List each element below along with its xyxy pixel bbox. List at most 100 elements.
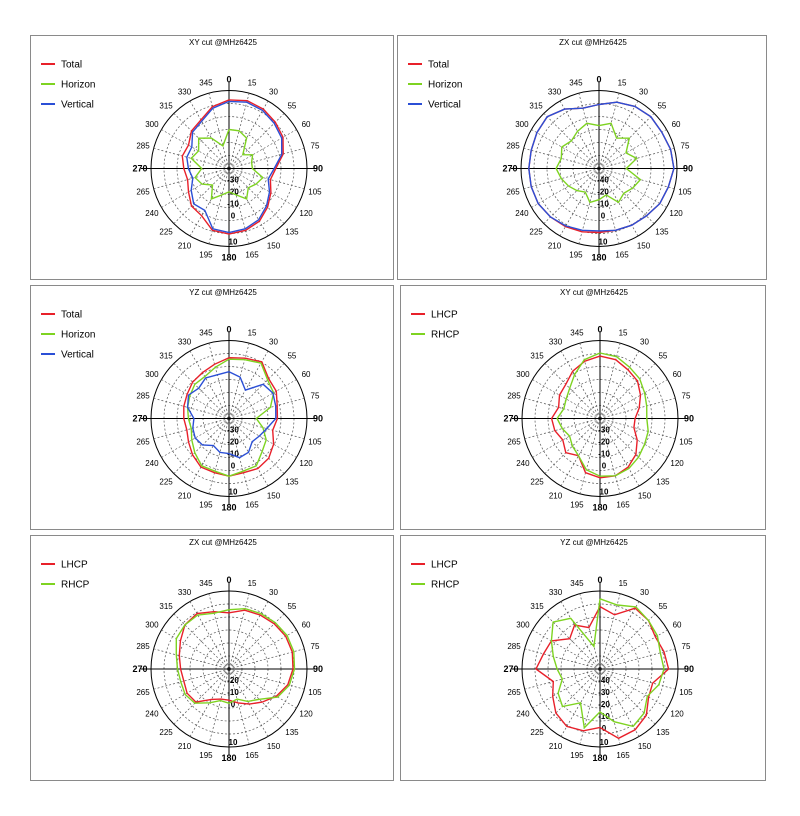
angle-tick-label: 285 (136, 642, 150, 651)
radial-tick-label: -20 (597, 188, 609, 197)
legend-label: Horizon (61, 330, 95, 341)
angle-tick-label: 105 (679, 688, 693, 697)
angle-tick-label: 330 (178, 588, 192, 597)
radial-tick-label: 10 (229, 738, 238, 747)
radial-tick-label: -10 (227, 200, 239, 209)
angle-tick-label: 150 (267, 492, 281, 501)
chart-panel-zx-cut-linear: ZX cut @MHz6425 0 15 30 55 60 75 90 105 120 135 150… (397, 35, 767, 280)
angle-tick-label: 135 (656, 477, 670, 486)
grid-spoke (189, 418, 230, 487)
angle-tick-label: 345 (199, 329, 213, 338)
angle-tick-label: 180 (592, 503, 607, 513)
angle-tick-label: 330 (178, 87, 192, 96)
angle-tick-label: 240 (145, 209, 159, 218)
chart-panel-yz-cut-linear: YZ cut @MHz6425 0 15 30 55 60 75 90 105 120 135 150… (30, 285, 394, 530)
grid-spoke (228, 418, 297, 458)
angle-tick-label: 195 (570, 751, 584, 760)
angle-tick-label: 75 (311, 391, 320, 400)
angle-tick-label: 0 (226, 575, 231, 585)
angle-tick-label: 135 (655, 227, 669, 236)
grid-spoke (189, 601, 230, 670)
grid-spoke (228, 168, 305, 190)
angle-tick-label: 150 (638, 492, 652, 501)
grid-spoke (544, 668, 601, 725)
angle-tick-label: 165 (615, 250, 629, 259)
chart-title: XY cut @MHz6425 (189, 38, 258, 47)
legend-label: Total (61, 310, 82, 321)
chart-panel-zx-cut-circular: ZX cut @MHz6425 0 15 30 55 60 75 90 105 120 135 150… (30, 535, 394, 781)
angle-tick-label: 180 (221, 503, 236, 513)
grid-spoke (599, 379, 668, 419)
angle-tick-label: 165 (245, 250, 259, 259)
angle-tick-label: 285 (136, 141, 150, 150)
legend-label: LHCP (431, 310, 458, 321)
grid-spoke (599, 668, 621, 745)
angle-tick-label: 55 (657, 102, 666, 111)
grid-spoke (208, 343, 230, 419)
angle-tick-label: 90 (313, 664, 323, 674)
grid-spoke (579, 418, 601, 494)
radial-tick-label: -20 (598, 438, 610, 447)
angle-tick-label: 120 (670, 459, 684, 468)
angle-tick-label: 345 (570, 329, 584, 338)
angle-tick-label: 225 (530, 728, 544, 737)
grid-spoke (578, 93, 600, 169)
angle-tick-label: 345 (569, 79, 583, 88)
grid-spoke (228, 363, 285, 419)
angle-tick-label: 265 (507, 688, 521, 697)
angle-tick-label: 225 (159, 728, 173, 737)
angle-tick-label: 240 (516, 710, 530, 719)
chart-panel-yz-cut-circular: YZ cut @MHz6425 0 15 30 55 60 75 90 105 120 135 150… (400, 535, 766, 781)
angle-tick-label: 135 (285, 477, 299, 486)
angle-tick-label: 315 (159, 352, 173, 361)
series-line-lhcp (550, 355, 642, 479)
series-line-vertical (186, 371, 277, 459)
angle-tick-label: 285 (136, 391, 150, 400)
angle-tick-label: 120 (670, 710, 684, 719)
angle-tick-label: 240 (516, 459, 530, 468)
grid-spoke (228, 601, 269, 670)
grid-spoke (228, 418, 250, 494)
radial-tick-label: 10 (229, 488, 238, 497)
grid-spoke (524, 418, 601, 440)
grid-spoke (523, 168, 600, 190)
angle-tick-label: 210 (549, 742, 563, 751)
legend-label: Horizon (61, 80, 95, 91)
grid-spoke (228, 668, 297, 709)
grid-spoke (544, 418, 601, 474)
angle-tick-label: 180 (592, 753, 607, 763)
grid-spoke (560, 601, 601, 670)
polar-grid (141, 332, 317, 505)
grid-spoke (173, 613, 230, 670)
grid-spoke (189, 100, 230, 169)
grid-spoke (228, 668, 305, 690)
grid-spoke (153, 147, 230, 169)
grid-spoke (189, 668, 230, 737)
grid-spoke (599, 593, 621, 670)
grid-spoke (153, 668, 230, 690)
radial-tick-label: -40 (598, 676, 610, 685)
angle-tick-label: 90 (313, 414, 323, 424)
angle-tick-label: 285 (506, 141, 520, 150)
angle-tick-label: 270 (503, 664, 518, 674)
grid-spoke (228, 379, 297, 419)
angle-tick-label: 0 (597, 575, 602, 585)
grid-spoke (189, 168, 230, 237)
grid-spoke (599, 418, 656, 474)
angle-tick-label: 30 (640, 588, 649, 597)
series-line-rhcp (175, 607, 296, 705)
angle-tick-label: 265 (136, 438, 150, 447)
angle-tick-label: 55 (287, 602, 296, 611)
grid-spoke (524, 648, 601, 670)
angle-tick-label: 90 (683, 164, 693, 174)
angle-tick-label: 195 (199, 751, 213, 760)
angle-tick-label: 345 (570, 579, 584, 588)
grid-spoke (228, 93, 250, 169)
grid-spoke (228, 113, 285, 169)
angle-tick-label: 120 (299, 459, 313, 468)
angle-tick-label: 330 (548, 87, 562, 96)
angle-tick-label: 210 (178, 492, 192, 501)
grid-spoke (161, 379, 230, 419)
